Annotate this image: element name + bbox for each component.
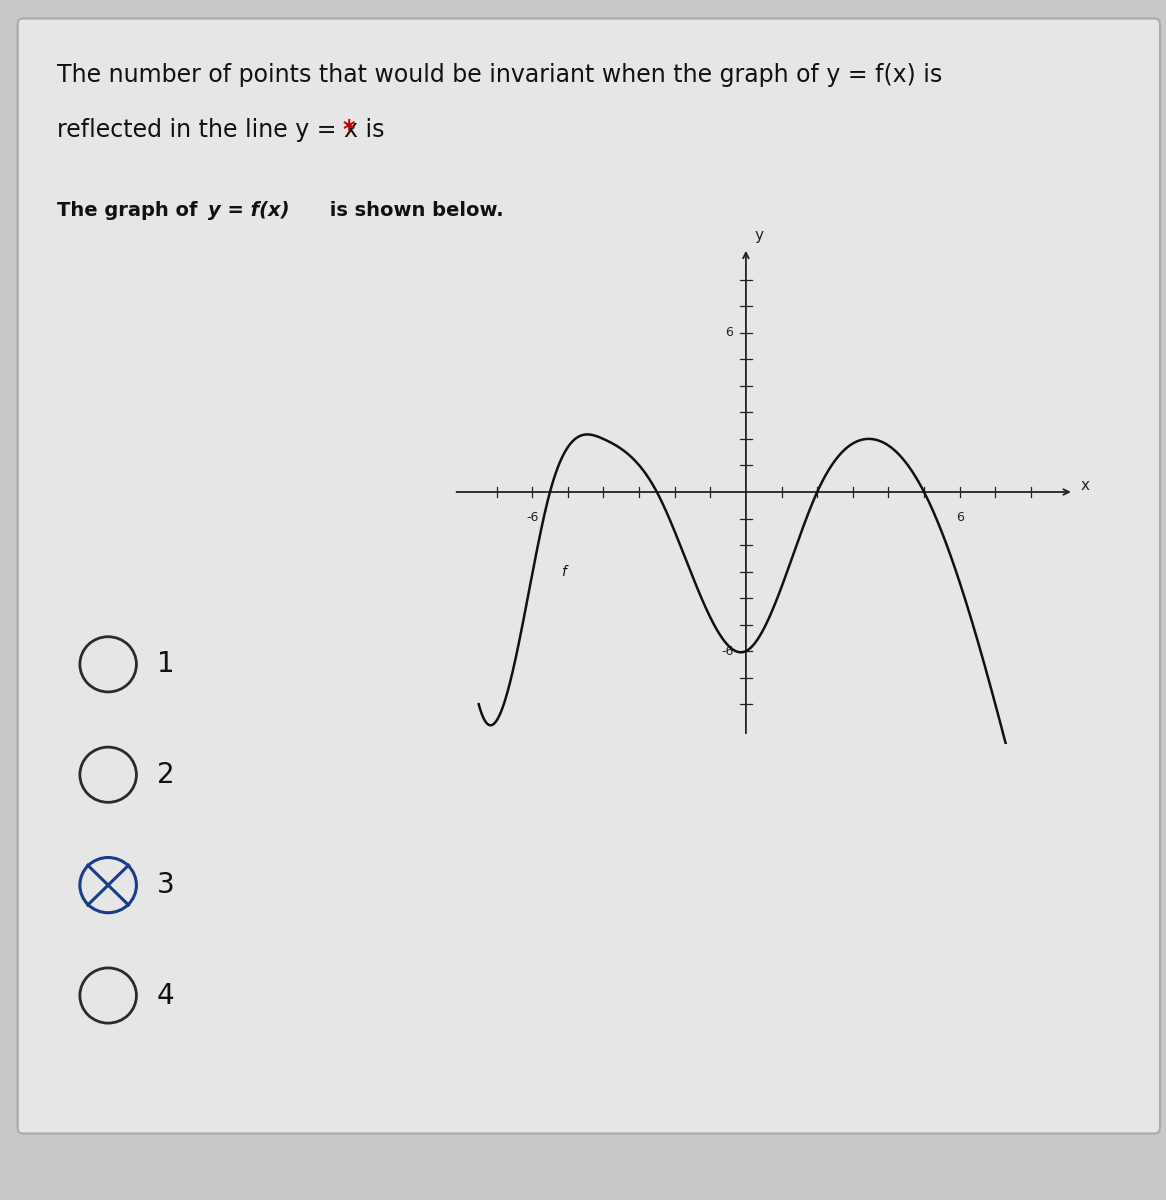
Text: 4: 4 [156, 982, 175, 1009]
Text: 3: 3 [156, 871, 175, 899]
FancyBboxPatch shape [17, 18, 1160, 1134]
Text: 6: 6 [956, 510, 963, 523]
Text: The graph of: The graph of [57, 200, 204, 220]
Text: 2: 2 [156, 761, 175, 788]
Text: is shown below.: is shown below. [323, 200, 504, 220]
Text: 6: 6 [725, 326, 733, 340]
Text: *: * [343, 118, 354, 142]
Text: f: f [561, 564, 566, 578]
Text: reflected in the line y = x is: reflected in the line y = x is [57, 118, 392, 142]
Text: y: y [754, 228, 764, 242]
Text: x: x [1081, 478, 1090, 493]
Text: y = f(x): y = f(x) [208, 200, 289, 220]
Text: -6: -6 [526, 510, 539, 523]
Text: -6: -6 [721, 644, 733, 658]
Text: The number of points that would be invariant when the graph of y = f(x) is: The number of points that would be invar… [57, 62, 942, 86]
Text: 1: 1 [156, 650, 175, 678]
